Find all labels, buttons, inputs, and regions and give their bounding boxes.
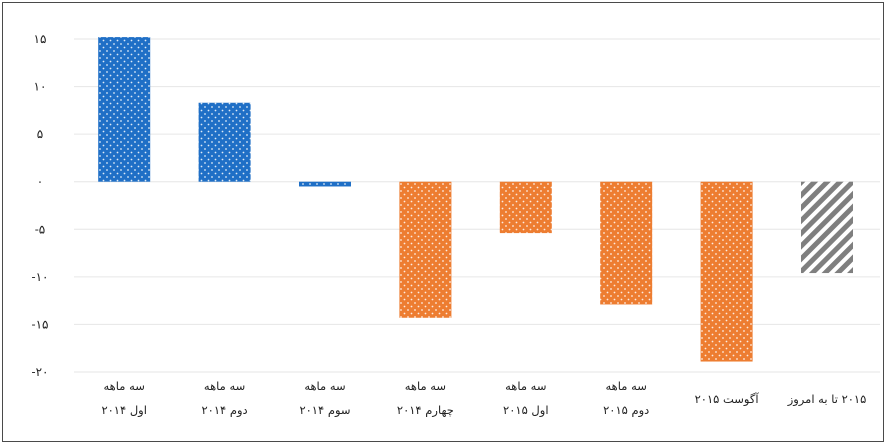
y-tick-label: -۲۰ [32,365,49,379]
x-category-label: سه ماهه دوم ۲۰۱۵ [603,379,649,418]
x-category-label: سه ماهه دوم ۲۰۱۴ [202,379,248,418]
x-axis-labels: سه ماهه اول ۲۰۱۴ سه ماهه دوم ۲۰۱۴ سه ماهه سوم… [101,379,866,418]
bars [98,37,853,362]
bar [399,181,452,318]
y-tick-label: -۵ [35,222,46,236]
bar [299,181,351,187]
bar [600,181,653,305]
y-tick-label: ۱۵ [34,32,47,46]
y-axis-ticks: ۱۵ ۱۰ ۵ ۰ -۵ -۱۰ -۱۵ -۲۰ [32,32,49,379]
x-category-label: سه ماهه اول ۲۰۱۵ [503,379,548,418]
x-category-label-line: سه ماهه [104,379,145,393]
x-category-label-line: آگوست ۲۰۱۵ [695,392,760,407]
gridlines [74,38,880,373]
x-category-label-line: دوم ۲۰۱۵ [603,403,649,418]
x-category-label: سه ماهه چهارم ۲۰۱۴ [397,379,454,418]
x-category-label-line: اول ۲۰۱۴ [101,403,146,418]
x-category-label-line: ۲۰۱۵ تا به امروز [787,392,867,407]
bar [499,181,552,234]
x-category-label-line: دوم ۲۰۱۴ [202,403,248,418]
bar [700,181,753,362]
x-category-label-line: سه ماهه [606,379,647,393]
y-tick-label: -۱۵ [32,317,49,331]
y-tick-label: ۰ [37,175,43,189]
bar [198,102,251,182]
x-category-label-line: سه ماهه [505,379,546,393]
x-category-label-line: چهارم ۲۰۱۴ [397,403,454,418]
x-category-label-line: سه ماهه [204,379,245,393]
x-category-label: آگوست ۲۰۱۵ [695,392,760,407]
y-tick-label: ۱۰ [34,80,47,94]
x-category-label: سه ماهه سوم ۲۰۱۴ [299,379,350,418]
x-category-label-line: اول ۲۰۱۵ [503,403,548,418]
x-category-label: ۲۰۱۵ تا به امروز [787,392,867,407]
x-category-label-line: سه ماهه [405,379,446,393]
y-tick-label: ۵ [37,127,43,141]
x-category-label: سه ماهه اول ۲۰۱۴ [101,379,146,418]
x-category-label-line: سوم ۲۰۱۴ [299,403,350,418]
bar [801,181,853,274]
y-tick-label: -۱۰ [32,270,49,284]
x-category-label-line: سه ماهه [304,379,345,393]
bar [98,37,151,182]
